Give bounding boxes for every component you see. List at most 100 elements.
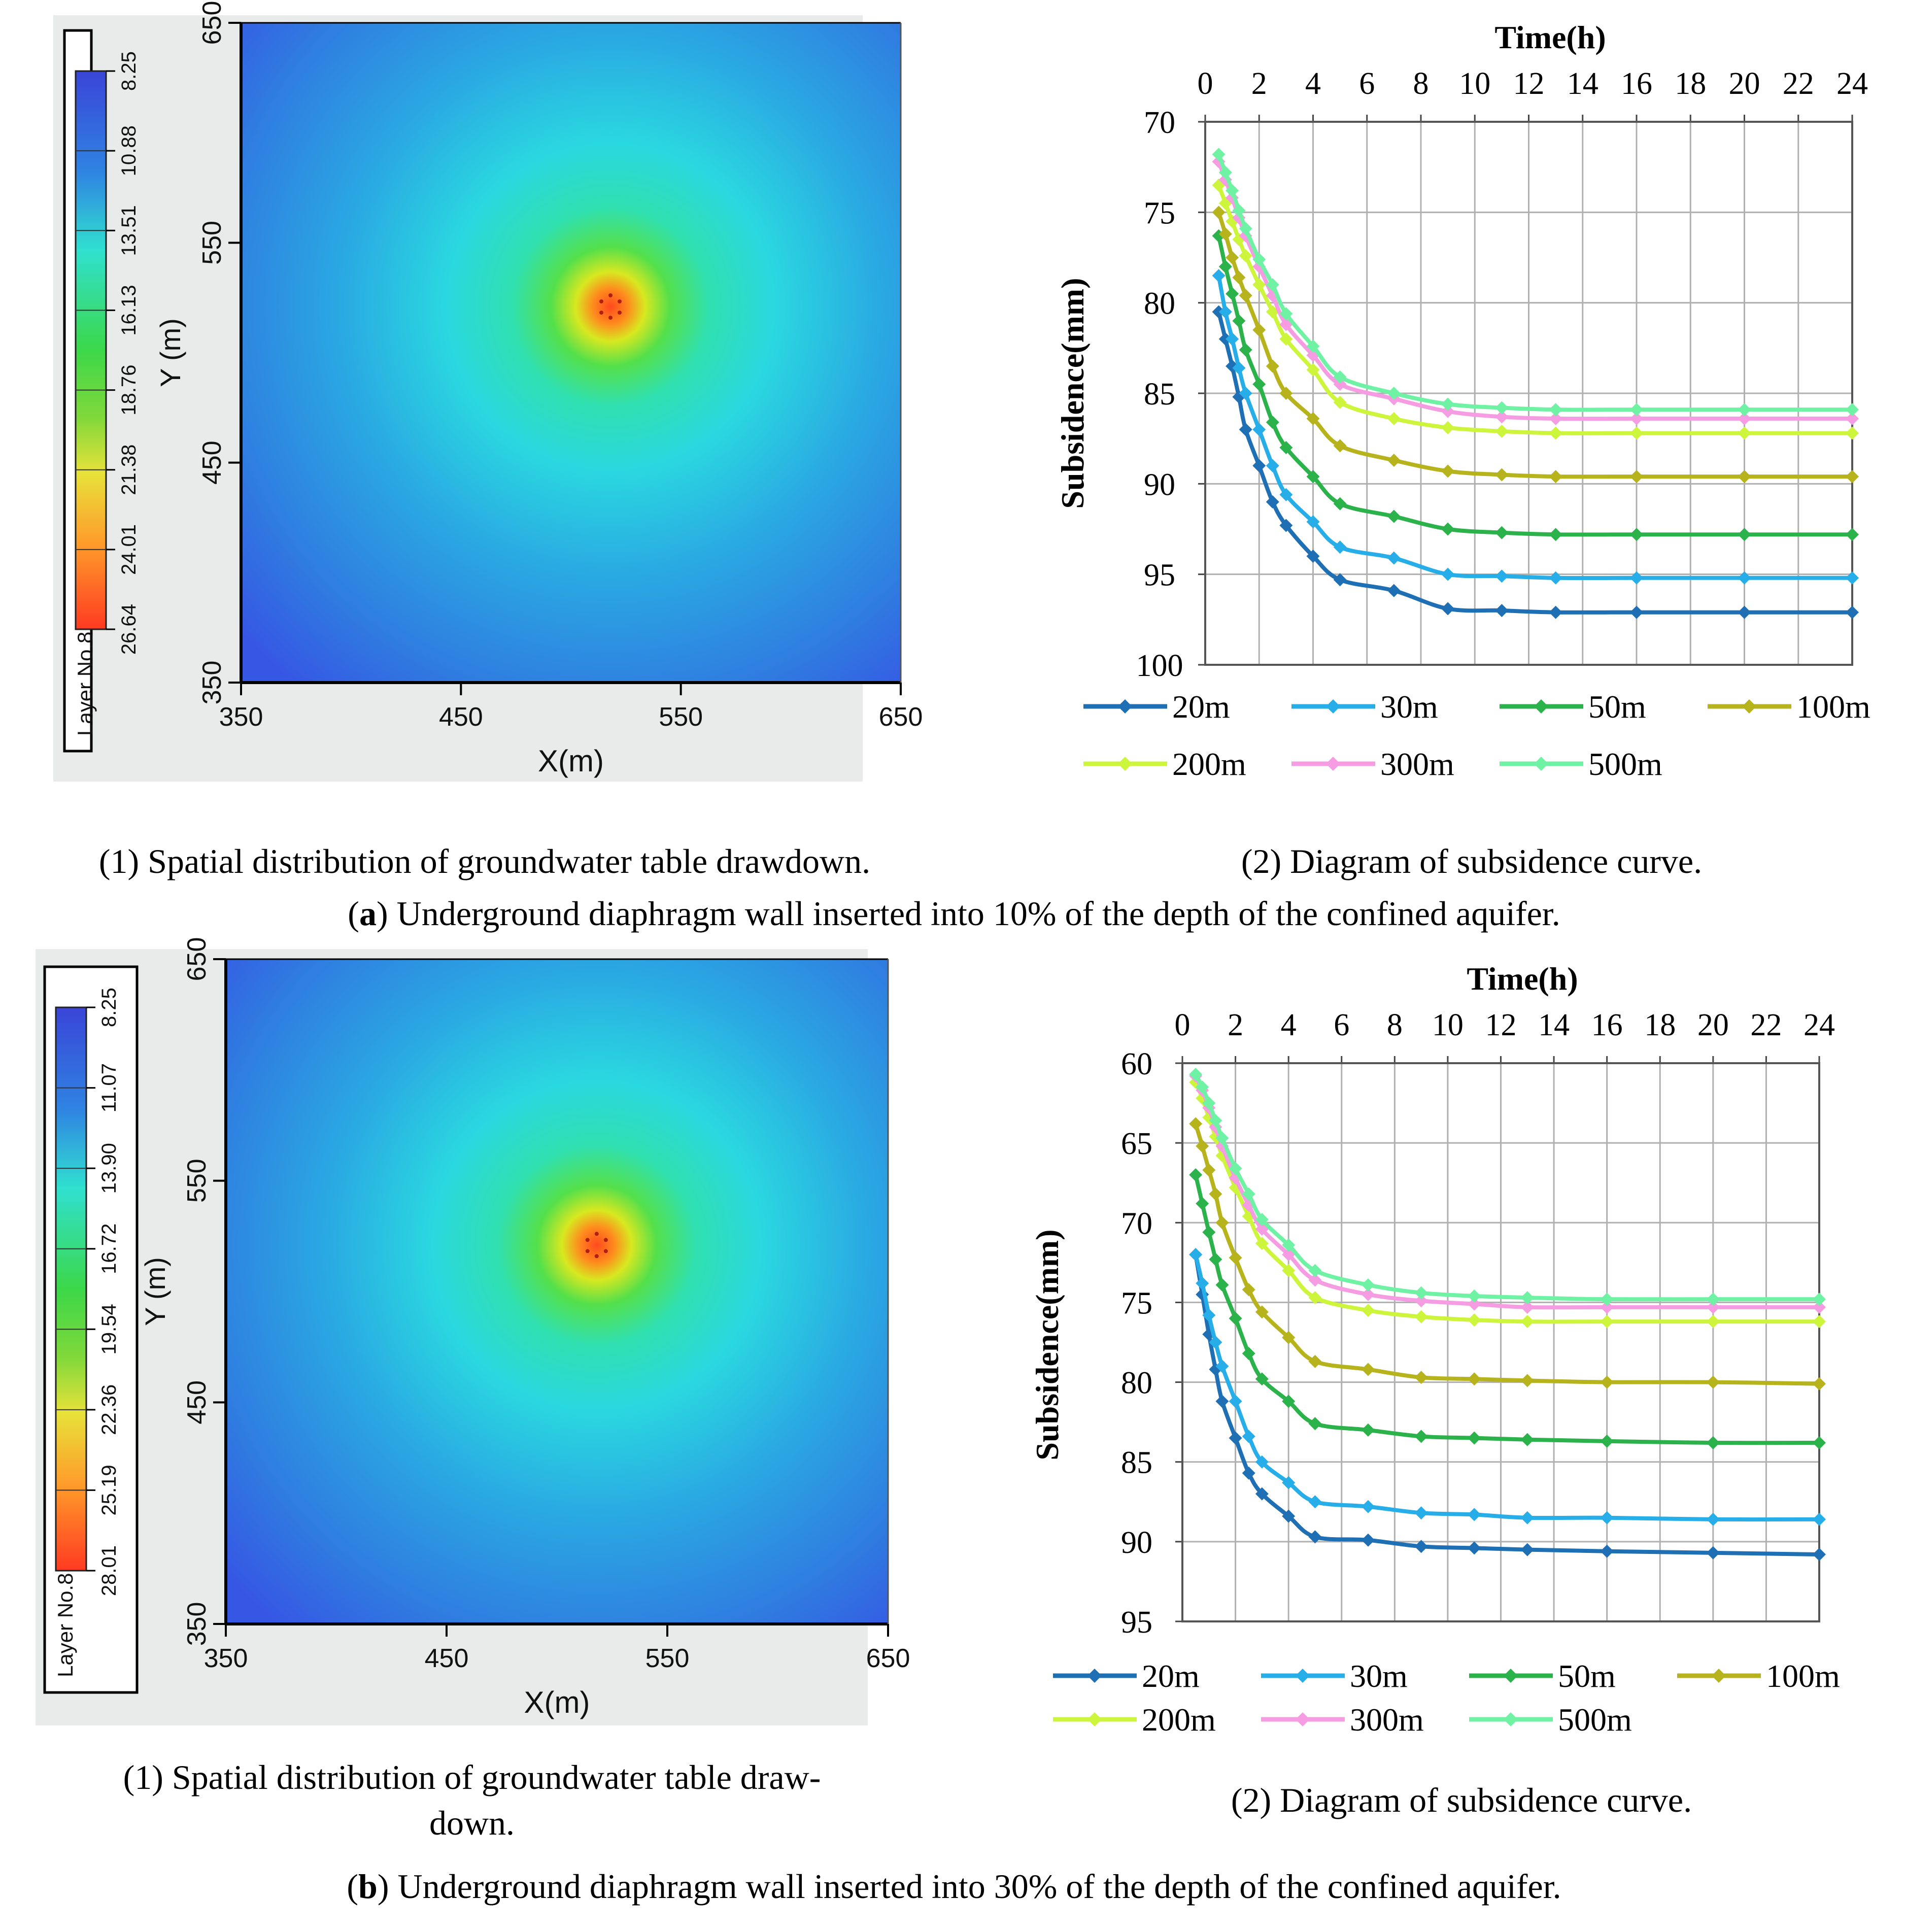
legend-item-50m: 50m <box>1500 689 1646 725</box>
data-point-500m <box>1362 1278 1375 1292</box>
data-point-100m <box>1846 470 1859 484</box>
data-point-30m <box>1202 1308 1216 1322</box>
series-20m <box>1212 305 1859 619</box>
series-500m <box>1189 1068 1826 1306</box>
data-point-20m <box>1362 1533 1375 1547</box>
data-point-200m <box>1441 421 1455 434</box>
data-point-100m <box>1279 387 1293 400</box>
data-point-30m <box>1242 1430 1255 1443</box>
data-point-20m <box>1212 305 1226 319</box>
data-point-300m <box>1630 412 1643 425</box>
data-point-500m <box>1468 1289 1481 1303</box>
y-tick-label: 65 <box>1121 1127 1152 1161</box>
data-point-30m <box>1215 1360 1229 1373</box>
data-point-20m <box>1252 459 1266 472</box>
x-tick-label: 6 <box>1359 66 1375 101</box>
data-point-50m <box>1202 1226 1216 1239</box>
series-200m <box>1212 178 1859 440</box>
y-tick-label: 70 <box>1144 106 1175 140</box>
y-axis-title: Subsidence(mm) <box>1029 1229 1065 1460</box>
data-point-20m <box>1738 605 1751 619</box>
series-50m <box>1189 1168 1826 1449</box>
data-point-50m <box>1520 1433 1534 1446</box>
data-point-50m <box>1232 314 1246 328</box>
figure-caption-label: a <box>359 894 377 933</box>
data-point-100m <box>1333 439 1347 453</box>
legend-item-200m: 200m <box>1083 746 1246 782</box>
data-point-200m <box>1813 1315 1826 1329</box>
data-point-500m <box>1549 403 1562 417</box>
data-point-500m <box>1252 253 1266 266</box>
legend-value-label: 8.25 <box>118 51 140 91</box>
pumping-well-marker <box>594 1254 599 1259</box>
data-point-100m <box>1242 1283 1255 1297</box>
data-point-500m <box>1202 1096 1216 1110</box>
data-point-200m <box>1706 1315 1720 1329</box>
data-point-50m <box>1468 1431 1481 1445</box>
legend-label: 200m <box>1142 1702 1216 1738</box>
legend-label: 50m <box>1558 1658 1616 1694</box>
y-tick-label: 70 <box>1121 1206 1152 1241</box>
map-y-tick-label: 650 <box>197 1 227 45</box>
figure-caption-0: (a) Underground diaphragm wall inserted … <box>348 894 1560 933</box>
legend-swatch-marker <box>1296 1712 1310 1726</box>
pumping-well-marker <box>608 316 613 320</box>
data-point-50m <box>1630 528 1643 541</box>
data-point-30m <box>1738 571 1751 585</box>
legend-item-30m: 30m <box>1261 1658 1408 1694</box>
data-point-300m <box>1600 1300 1614 1314</box>
y-tick-label: 85 <box>1144 377 1175 412</box>
data-point-500m <box>1706 1293 1720 1306</box>
data-point-20m <box>1387 584 1401 597</box>
pumping-well-marker <box>599 299 603 303</box>
data-point-30m <box>1209 1336 1222 1349</box>
data-point-20m <box>1630 605 1643 619</box>
data-point-30m <box>1387 551 1401 565</box>
data-point-50m <box>1306 470 1320 484</box>
data-point-500m <box>1232 204 1246 217</box>
data-point-20m <box>1468 1541 1481 1555</box>
data-point-100m <box>1600 1375 1614 1389</box>
data-point-100m <box>1232 270 1246 284</box>
legend-swatch-marker <box>1118 757 1132 771</box>
data-point-20m <box>1846 605 1859 619</box>
pumping-well-marker <box>585 1249 590 1253</box>
data-point-50m <box>1215 1278 1229 1292</box>
data-point-30m <box>1362 1500 1375 1513</box>
data-point-500m <box>1414 1286 1428 1300</box>
data-point-100m <box>1266 359 1279 373</box>
data-point-100m <box>1468 1372 1481 1386</box>
map-x-tick-label: 350 <box>204 1644 248 1673</box>
map-x-tick-label: 450 <box>425 1644 469 1673</box>
data-point-100m <box>1813 1377 1826 1391</box>
legend-value-label: 28.01 <box>98 1545 120 1596</box>
x-tick-label: 10 <box>1459 66 1490 101</box>
map-x-axis-label: X(m) <box>524 1685 590 1719</box>
data-point-20m <box>1218 332 1232 346</box>
legend-label: 100m <box>1766 1658 1840 1694</box>
data-point-30m <box>1189 1248 1203 1262</box>
data-point-30m <box>1279 488 1293 501</box>
data-point-30m <box>1226 332 1239 346</box>
series-100m <box>1189 1117 1826 1391</box>
data-point-100m <box>1255 1305 1269 1319</box>
data-point-30m <box>1218 305 1232 319</box>
data-point-30m <box>1520 1511 1534 1524</box>
data-point-100m <box>1189 1117 1203 1131</box>
data-point-30m <box>1308 1495 1322 1509</box>
legend-swatch-marker <box>1296 1669 1310 1683</box>
data-point-300m <box>1495 410 1509 424</box>
legend-label: 50m <box>1588 689 1646 725</box>
map-x-tick-label: 550 <box>645 1644 690 1673</box>
map-y-tick-label: 550 <box>197 221 227 265</box>
data-point-20m <box>1242 1466 1255 1480</box>
data-point-30m <box>1266 459 1279 472</box>
figure-caption-text: ) Underground diaphragm wall inserted in… <box>378 1867 1561 1906</box>
data-point-100m <box>1306 412 1320 425</box>
caption-chart-a: (2) Diagram of subsidence curve. <box>1241 842 1702 880</box>
data-point-500m <box>1308 1264 1322 1277</box>
x-tick-label: 12 <box>1513 66 1545 101</box>
drawdown-map-0: 8.25 10.88 13.51 16.13 18.76 21.38 24.01 26.64 L… <box>53 1 923 782</box>
data-point-200m <box>1520 1315 1534 1329</box>
x-tick-label: 22 <box>1783 66 1814 101</box>
